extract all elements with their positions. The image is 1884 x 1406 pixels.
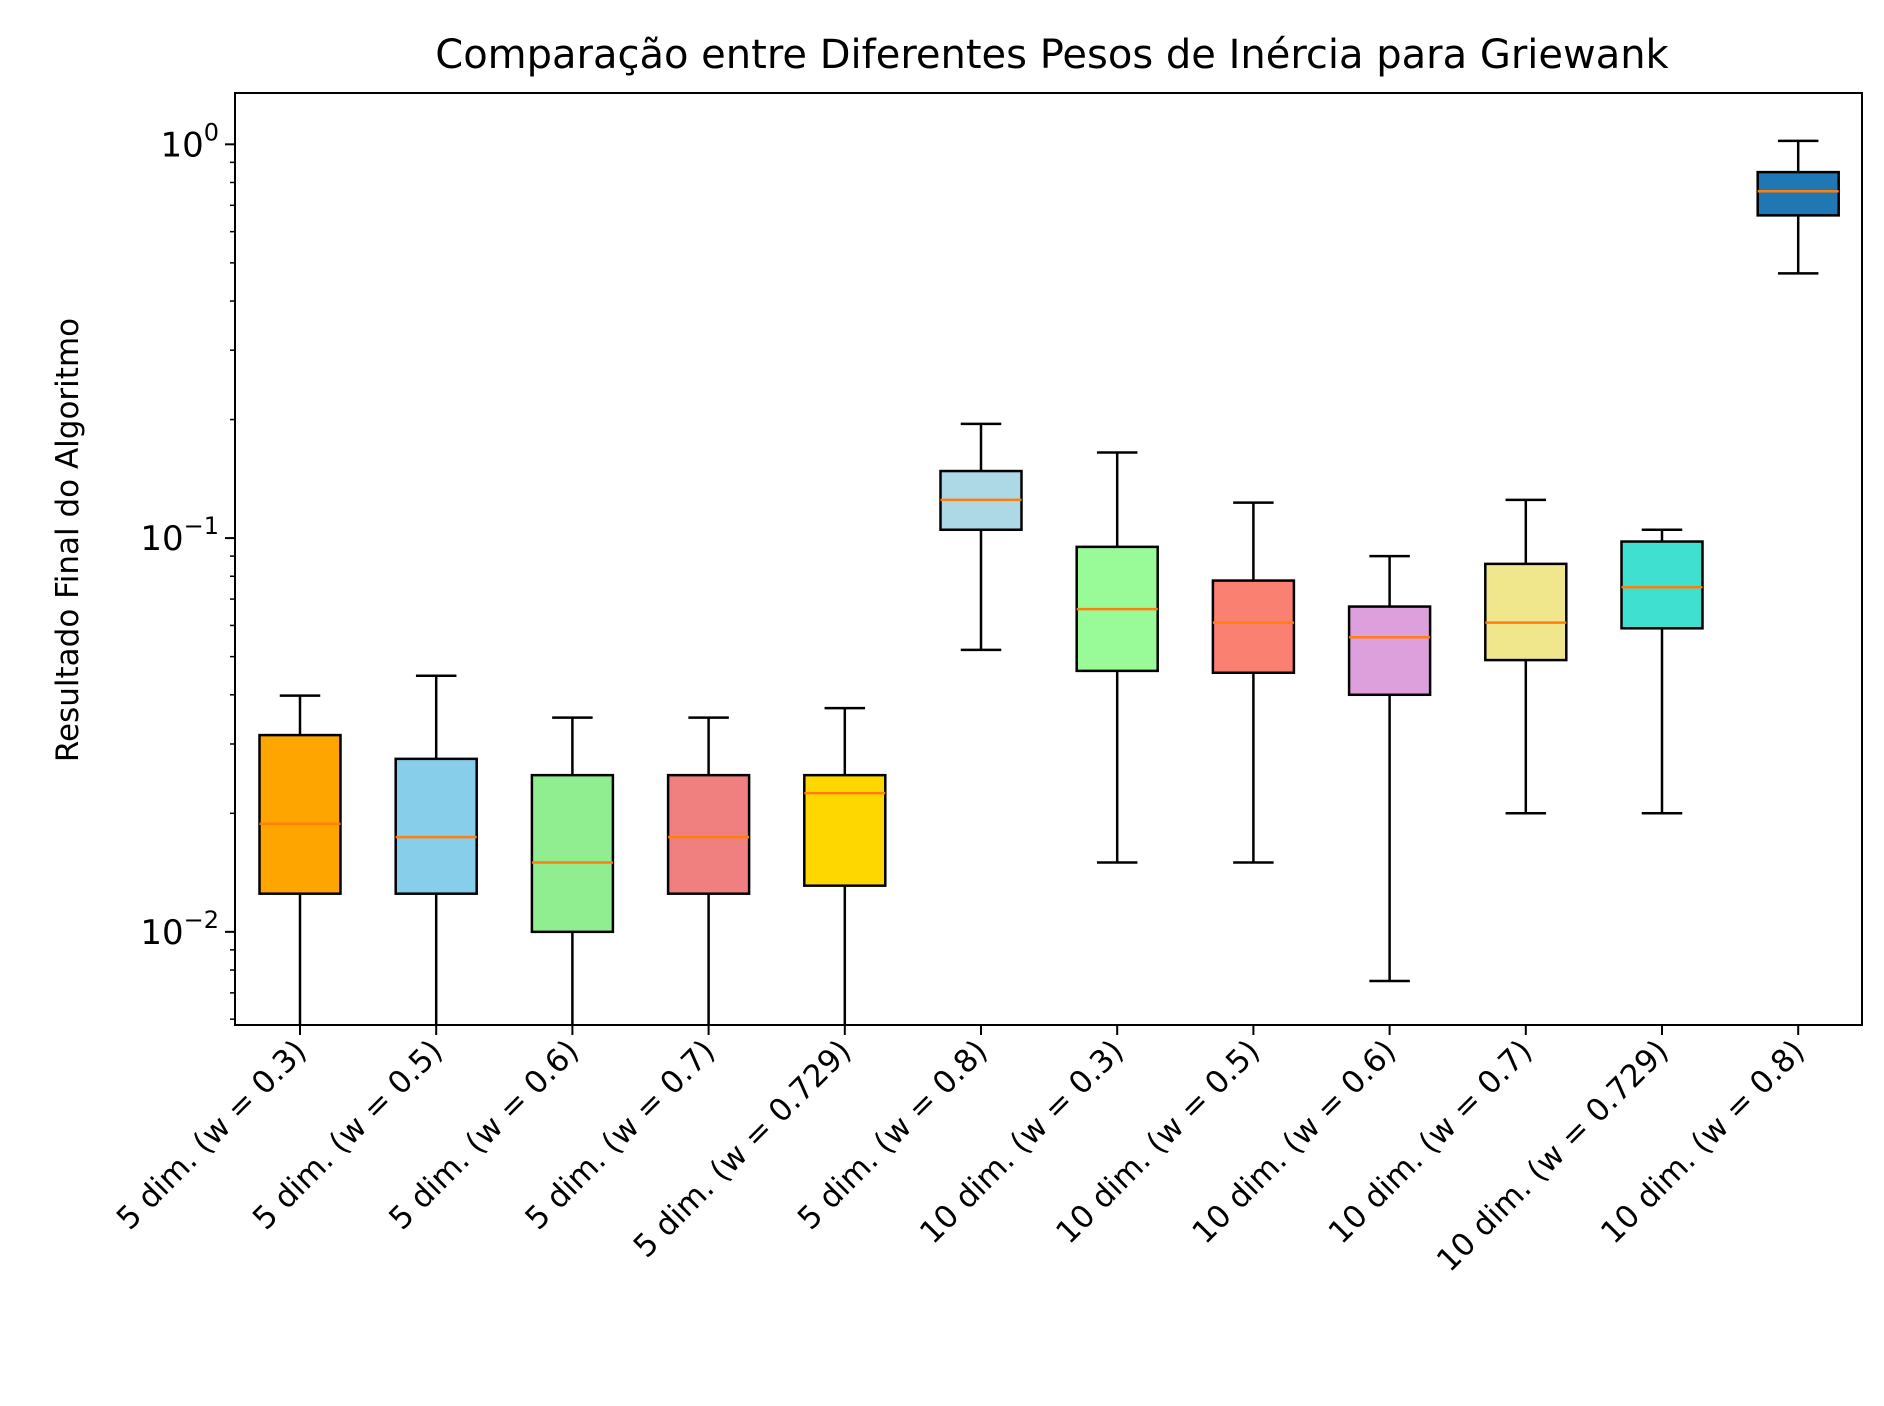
- box: [666, 773, 751, 895]
- box: [1620, 540, 1704, 630]
- box: [1756, 170, 1840, 217]
- box-group-6: [939, 422, 1023, 652]
- y-tick-label: 100: [160, 118, 219, 165]
- box-group-7: [1075, 451, 1159, 864]
- box-group-3: [530, 716, 615, 1025]
- box-group-2: [394, 674, 478, 1025]
- box: [1211, 579, 1296, 674]
- box: [1484, 562, 1568, 662]
- y-tick-label: 10−2: [140, 906, 219, 953]
- box-group-4: [666, 716, 751, 1025]
- box: [530, 773, 615, 934]
- chart-title: Comparação entre Diferentes Pesos de Iné…: [435, 32, 1669, 78]
- box-group-10: [1484, 498, 1568, 815]
- box-group-1: [258, 694, 342, 1025]
- axes-frame: [234, 92, 1863, 1026]
- box-group-12: [1756, 139, 1840, 275]
- y-tick-label: 10−1: [140, 512, 219, 559]
- box-group-5: [803, 706, 887, 1025]
- box: [394, 757, 478, 895]
- y-axis-label: Resultado Final do Algoritmo: [50, 318, 86, 762]
- box-group-9: [1347, 554, 1432, 983]
- x-tick-label: 10 dim. (w = 0.729): [1430, 1033, 1676, 1279]
- box: [803, 773, 887, 887]
- box-group-11: [1620, 528, 1704, 815]
- box-group-8: [1211, 501, 1296, 864]
- box: [1347, 605, 1432, 697]
- box: [258, 733, 342, 895]
